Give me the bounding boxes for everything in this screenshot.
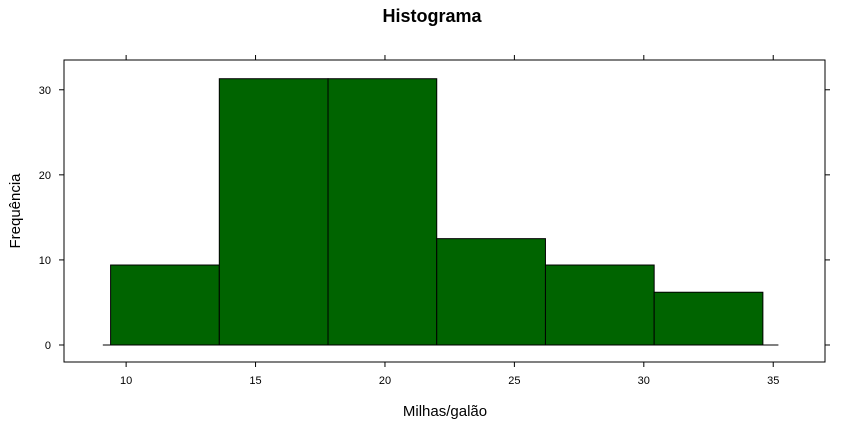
- x-tick-label: 20: [379, 375, 391, 387]
- x-tick-label: 35: [767, 375, 779, 387]
- x-tick-label: 30: [638, 375, 650, 387]
- y-tick-label: 0: [45, 340, 51, 352]
- x-tick-label: 25: [508, 375, 520, 387]
- ticks-group: 10 15 20 25 30 35 0 10 20 30: [39, 55, 830, 387]
- y-axis-label: Frequência: [7, 173, 24, 249]
- histogram-bar: [110, 264, 220, 346]
- histogram-bar: [544, 264, 655, 346]
- histogram-bar: [653, 291, 764, 346]
- x-tick-label: 15: [249, 375, 261, 387]
- histogram-bar: [327, 78, 438, 346]
- bars-group: [102, 78, 779, 346]
- y-tick-label: 10: [39, 255, 51, 267]
- x-tick-label: 10: [120, 375, 132, 387]
- histogram-bar: [218, 78, 329, 346]
- y-tick-label: 30: [39, 85, 51, 97]
- x-axis-label: Milhas/galão: [403, 403, 487, 420]
- y-tick-label: 20: [39, 170, 51, 182]
- histogram-bar: [436, 238, 546, 346]
- chart-title: Histograma: [382, 6, 482, 26]
- plot-frame: [63, 59, 826, 363]
